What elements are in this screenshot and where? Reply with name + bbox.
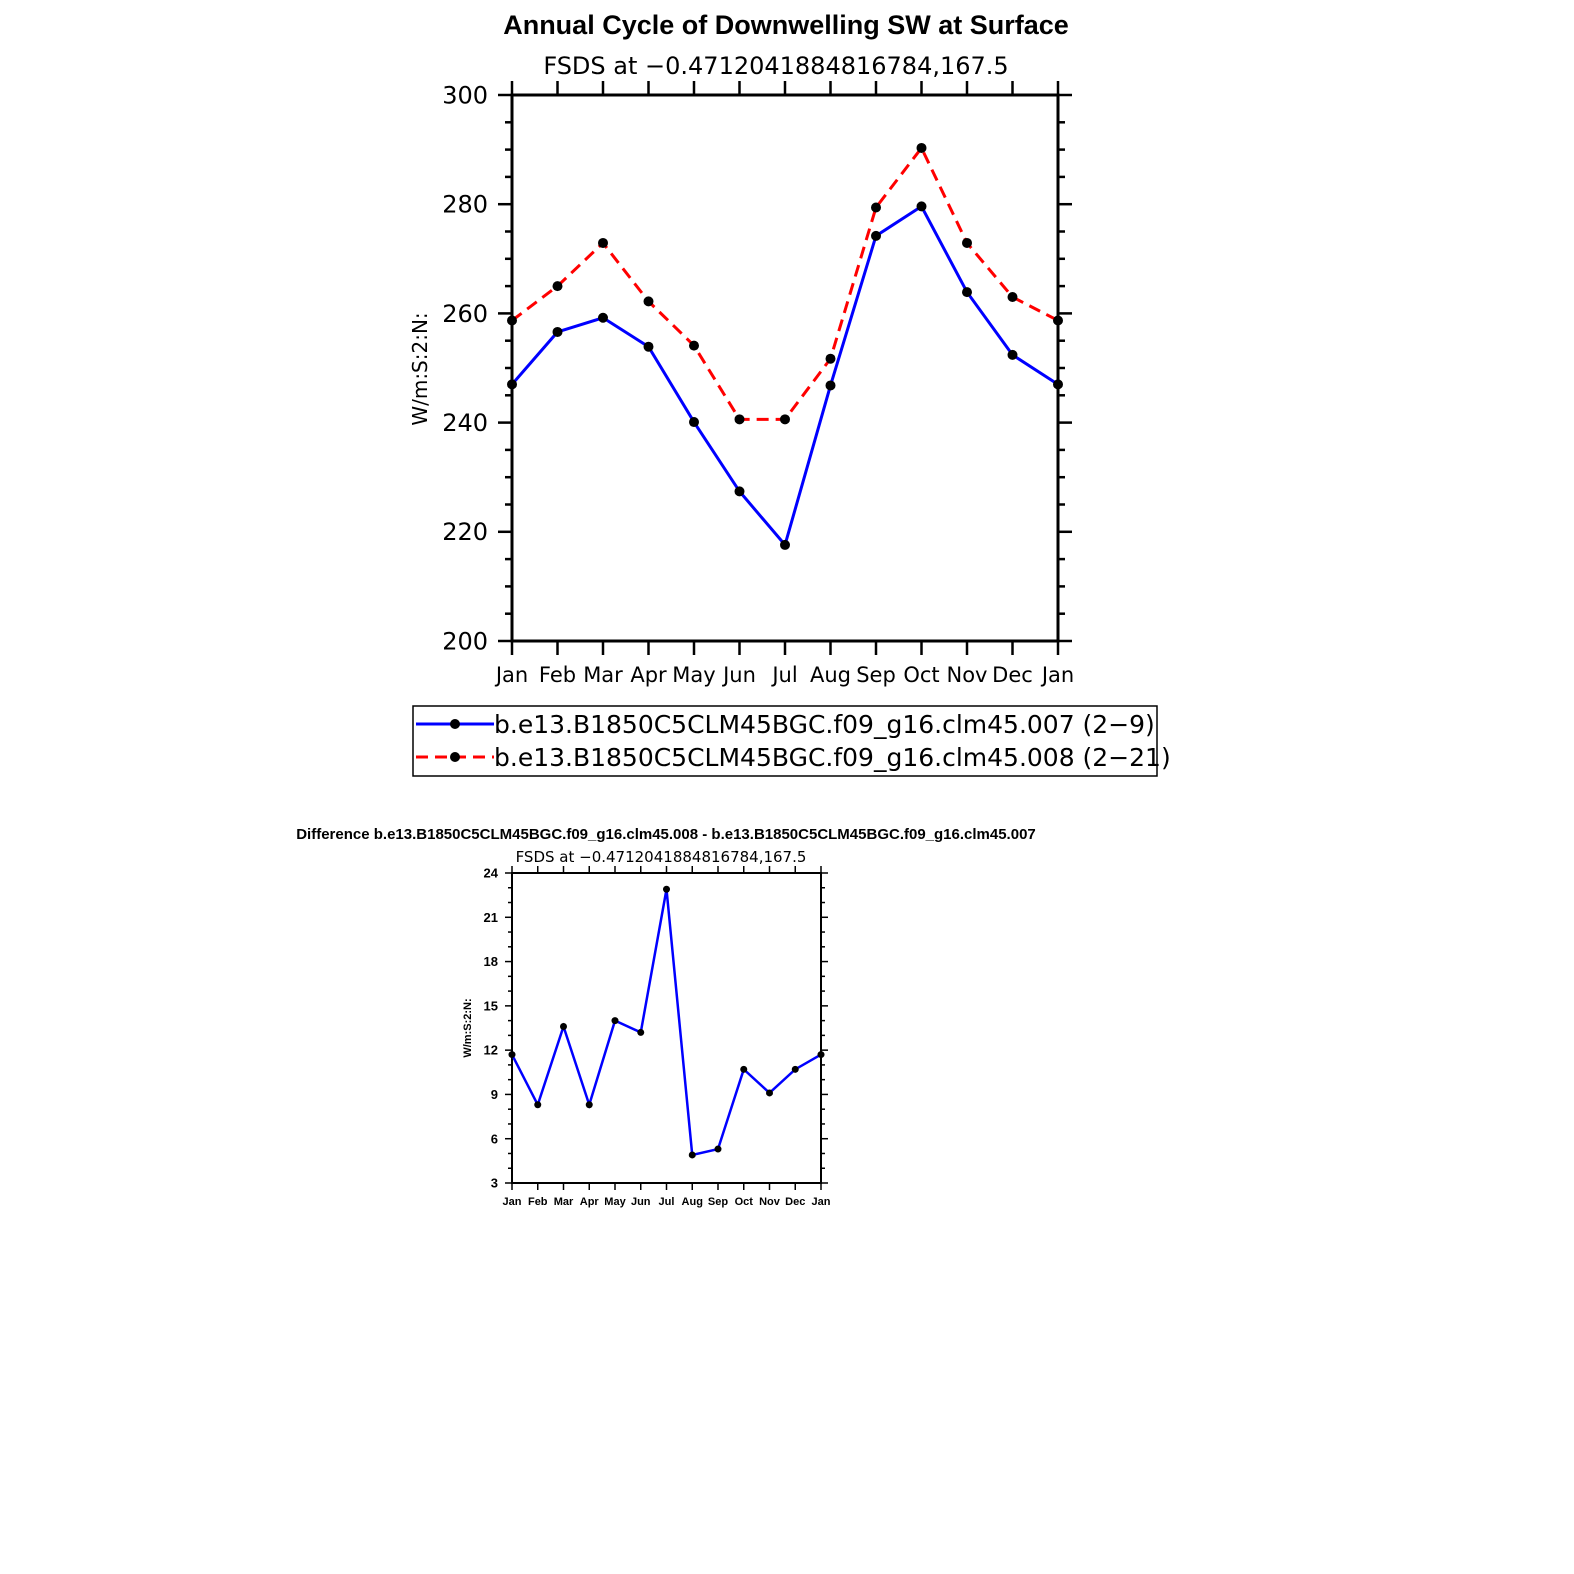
x-tick-label: Aug	[810, 663, 851, 687]
x-tick-label: Jul	[659, 1196, 675, 1208]
chart1-plot: 200 220 240 260 280 300 Jan Feb Mar Apr May Jun Jul A…	[442, 81, 1074, 687]
legend-label-series2: b.e13.B1850C5CLM45BGC.f09_g16.clm45.008 …	[494, 743, 1171, 772]
series-2-point	[734, 414, 745, 425]
x-tick-label: Oct	[735, 1196, 754, 1208]
y-tick-label: 9	[491, 1087, 498, 1102]
series-1-point	[791, 1065, 799, 1073]
x-tick-label: Nov	[947, 663, 988, 687]
series-1-point	[507, 379, 517, 390]
series-1-point	[637, 1028, 645, 1036]
y-tick-label: 240	[442, 409, 488, 437]
x-tick-label: Apr	[580, 1196, 600, 1208]
series-1-point	[714, 1145, 722, 1153]
x-tick-label: Jan	[494, 663, 528, 687]
legend-marker-series1	[450, 719, 460, 729]
x-tick-label: Mar	[554, 1196, 574, 1208]
series-1-point	[766, 1089, 773, 1097]
x-tick-label: Nov	[759, 1196, 781, 1208]
series-line-1	[510, 889, 822, 1157]
legend-label-series1: b.e13.B1850C5CLM45BGC.f09_g16.clm45.007 …	[494, 710, 1155, 739]
y-tick-label: 15	[484, 998, 498, 1013]
y-tick-label: 24	[484, 866, 499, 881]
series-2-point	[1053, 315, 1063, 326]
series-1-point	[825, 380, 836, 391]
series-1-point	[552, 326, 563, 337]
y-tick-label: 260	[442, 300, 488, 328]
y-tick-label: 200	[442, 627, 488, 655]
series-1-point	[643, 341, 654, 352]
x-tick-label: Jan	[812, 1196, 831, 1208]
x-tick-label: May	[672, 663, 715, 687]
series-1-point	[962, 287, 972, 298]
series-1-point	[611, 1017, 619, 1025]
y-tick-label: 280	[442, 191, 488, 219]
y-tick-label: 6	[491, 1131, 498, 1146]
x-tick-label: Dec	[992, 663, 1033, 687]
series-2-point	[871, 202, 881, 213]
series-1-point	[689, 417, 699, 428]
series-1-point	[780, 539, 790, 550]
series-1-point	[817, 1051, 825, 1059]
x-tick-label: Sep	[856, 663, 896, 687]
y-tick-label: 21	[484, 910, 498, 925]
x-tick-label: Jun	[631, 1196, 651, 1208]
series-2-point	[780, 414, 790, 425]
series-2-point	[962, 237, 972, 248]
chart2-ylabel: W/m:S:2:N:	[462, 998, 474, 1057]
series-1-point	[585, 1101, 593, 1109]
chart2-subtitle: FSDS at −0.4712041884816784,167.5	[516, 848, 807, 866]
x-tick-label: Jun	[721, 663, 756, 687]
legend-marker-series2	[450, 752, 460, 762]
series-line-2	[511, 145, 1059, 421]
series-1-point	[688, 1151, 696, 1159]
y-tick-label: 12	[484, 1043, 498, 1058]
chart1-subtitle: FSDS at −0.4712041884816784,167.5	[543, 52, 1008, 80]
series-2-point	[643, 296, 654, 307]
y-tick-label: 18	[484, 954, 498, 969]
series-1-point	[1007, 349, 1018, 360]
y-tick-label: 3	[491, 1176, 498, 1191]
x-tick-label: Apr	[630, 663, 667, 687]
y-tick-label: 220	[442, 518, 488, 546]
chart2-title: Difference b.e13.B1850C5CLM45BGC.f09_g16…	[296, 826, 1036, 843]
series-2-point	[1007, 292, 1018, 303]
chart1-title: Annual Cycle of Downwelling SW at Surfac…	[503, 10, 1069, 40]
x-tick-label: Feb	[528, 1196, 548, 1208]
series-2-point	[689, 340, 699, 351]
x-tick-label: Jan	[1040, 663, 1074, 687]
series-1-point	[598, 312, 608, 323]
series-1-point	[560, 1023, 567, 1031]
x-tick-label: May	[604, 1196, 626, 1208]
series-1-point	[508, 1051, 516, 1059]
x-tick-label: Oct	[903, 663, 939, 687]
series-1-point	[871, 230, 881, 241]
series-2-point	[598, 237, 608, 248]
chart2-plot: 3 6 9 12 15 18 21 24 Jan Feb Mar Apr May Jun Jul Aug Sep…	[484, 866, 831, 1208]
plot-frame	[510, 93, 1060, 643]
series-2-point	[507, 315, 517, 326]
series-line-1	[510, 204, 1059, 549]
chart1-ylabel: W/m:S:2:N:	[408, 312, 432, 425]
x-tick-label: Jan	[503, 1196, 522, 1208]
chart1-legend: b.e13.B1850C5CLM45BGC.f09_g16.clm45.007 …	[412, 705, 1171, 777]
x-tick-label: Aug	[682, 1196, 703, 1208]
y-tick-label: 300	[442, 81, 488, 109]
legend-frame	[412, 705, 1158, 777]
series-2-point	[552, 281, 563, 292]
x-tick-label: Dec	[785, 1196, 805, 1208]
plot-frame	[511, 872, 822, 1184]
series-1-point	[1053, 379, 1063, 390]
series-1-point	[734, 486, 745, 497]
series-1-point	[534, 1101, 542, 1109]
series-1-point	[740, 1065, 748, 1073]
x-tick-label: Jul	[770, 663, 797, 687]
x-tick-label: Feb	[539, 663, 576, 687]
x-tick-label: Sep	[708, 1196, 728, 1208]
series-1-point	[916, 201, 927, 212]
x-tick-label: Mar	[583, 663, 623, 687]
series-2-point	[916, 142, 927, 153]
series-2-point	[825, 353, 836, 364]
series-1-point	[663, 885, 670, 893]
